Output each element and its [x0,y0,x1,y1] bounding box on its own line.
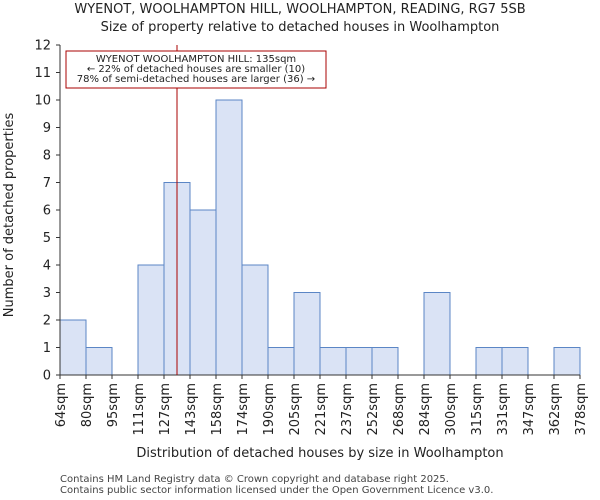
y-tick-label: 12 [34,39,51,54]
annotation-line-2: ← 22% of detached houses are smaller (10… [87,64,305,75]
x-tick-label: 221sqm [314,383,329,436]
x-tick-label: 158sqm [210,383,225,436]
chart-title: WYENOT, WOOLHAMPTON HILL, WOOLHAMPTON, R… [74,2,526,17]
y-tick-label: 7 [43,176,51,191]
bar-143sqm [189,209,217,376]
y-tick-label: 0 [43,369,51,384]
bar-362sqm [553,347,581,376]
annotation-line-1: WYENOT WOOLHAMPTON HILL: 135sqm [96,54,296,65]
y-tick-label: 4 [43,259,51,274]
bar-174sqm [241,264,269,376]
x-tick-label: 190sqm [262,383,277,436]
bar-252sqm [371,347,399,376]
bar-80sqm [85,347,113,376]
chart-subtitle: Size of property relative to detached ho… [100,20,500,35]
x-tick-label: 64sqm [54,383,69,427]
x-axis-title: Distribution of detached houses by size … [136,446,503,461]
y-tick-label: 10 [34,94,51,109]
bar-331sqm [501,347,529,376]
x-tick-label: 252sqm [366,383,381,436]
x-tick-label: 268sqm [392,383,407,436]
footer-licence: Contains public sector information licen… [60,485,494,496]
bar-284sqm [423,292,451,376]
y-tick-label: 3 [43,286,51,301]
x-tick-label: 111sqm [132,383,147,436]
y-tick-label: 9 [43,121,51,136]
bar-158sqm [215,99,243,376]
x-tick-label: 284sqm [418,383,433,436]
x-tick-label: 237sqm [340,383,355,436]
y-tick-label: 11 [34,66,51,81]
y-tick-label: 5 [43,231,51,246]
x-tick-label: 315sqm [470,383,485,436]
bar-237sqm [345,347,373,376]
bar-205sqm [293,292,321,376]
x-tick-label: 127sqm [158,383,173,436]
x-tick-label: 80sqm [80,383,95,427]
x-tick-label: 347sqm [522,383,537,436]
bar-190sqm [267,347,295,376]
bar-221sqm [319,347,347,376]
y-tick-label: 2 [43,314,51,329]
annotation-box [65,50,327,89]
bar-315sqm [475,347,503,376]
y-tick-label: 6 [43,204,51,219]
y-tick-label: 8 [43,149,51,164]
bar-111sqm [137,264,165,376]
x-tick-label: 300sqm [444,383,459,436]
footer-copyright: Contains HM Land Registry data © Crown c… [60,474,449,485]
annotation-line-3: 78% of semi-detached houses are larger (… [77,74,315,85]
x-tick-label: 174sqm [236,383,251,436]
bar-64sqm [59,319,87,376]
x-tick-label: 362sqm [548,383,563,436]
x-tick-label: 378sqm [574,383,589,436]
x-tick-label: 95sqm [106,383,121,427]
x-tick-label: 143sqm [184,383,199,436]
y-axis-title: Number of detached properties [2,113,17,318]
x-tick-label: 331sqm [496,383,511,436]
x-tick-label: 205sqm [288,383,303,436]
y-tick-label: 1 [43,341,51,356]
marker-annotation: WYENOT WOOLHAMPTON HILL: 135sqm ← 22% of… [65,50,327,89]
